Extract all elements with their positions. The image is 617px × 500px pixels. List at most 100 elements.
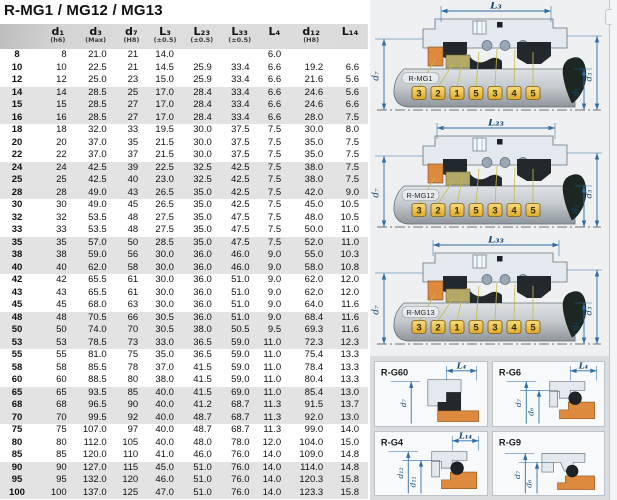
cell: 7.5	[267, 236, 282, 248]
cell: 32.0	[88, 124, 107, 135]
cell	[332, 49, 368, 62]
table-row: 58 58 85.5 78 37.0 41.5 59.0 11.0 78.4 13.3	[0, 362, 368, 375]
row-size-label: 35	[11, 236, 23, 248]
table-row: 48 48 70.5 66 30.5 36.0 51.0 9.0 68.4 11.6	[0, 311, 368, 324]
cell: 61	[127, 274, 139, 285]
cell: 127.0	[82, 461, 107, 473]
col-header-5: L₂₃ (±0.5)	[183, 24, 221, 49]
cell: 91.5	[304, 399, 324, 410]
callout-leader	[456, 291, 464, 322]
dimension-arrow	[437, 125, 444, 131]
dimension-arrow	[381, 220, 387, 227]
row-size-label: 60	[11, 374, 23, 385]
cell: 32	[56, 211, 67, 223]
cell: 11.3	[263, 411, 282, 423]
cell: 42.5	[88, 161, 107, 173]
dim-label-d3: d₃	[585, 189, 595, 198]
callout-number: 1	[454, 206, 460, 217]
col-header-label: d₁	[51, 25, 65, 38]
cell: 7.5	[267, 174, 282, 185]
scrollbar-strip[interactable]	[605, 0, 617, 500]
cell: 6.6	[267, 111, 282, 123]
cell: 11.6	[341, 324, 359, 335]
callout-leader	[513, 283, 516, 322]
cell: 35.0	[193, 224, 212, 235]
table-row: 25 25 42.5 40 23.0 32.5 42.5 7.5 38.0 7.5	[0, 174, 368, 187]
cell: 30.5	[155, 311, 174, 323]
cell: 27.5	[155, 211, 174, 223]
cell: 33.4	[231, 86, 250, 98]
dimension-arrow	[552, 242, 559, 248]
face-ring	[445, 288, 471, 303]
cell: 38.0	[155, 374, 174, 385]
cell: 45	[56, 299, 67, 310]
cell: 37.5	[231, 136, 250, 148]
cell: 40.0	[155, 386, 174, 398]
cell: 81.0	[88, 349, 107, 360]
row-size-label: 22	[11, 149, 23, 160]
row-size-label: 95	[11, 474, 23, 485]
row-size-label: 58	[11, 361, 23, 373]
cell: 70.5	[88, 311, 107, 323]
callout-box	[525, 86, 541, 100]
cell: 51.0	[193, 461, 212, 473]
cell: 40	[127, 174, 139, 185]
cell: 7.5	[345, 149, 359, 160]
cell: 41.2	[193, 399, 212, 410]
cell: 93.5	[88, 386, 107, 398]
cell: 14.0	[262, 449, 282, 460]
table-row: 33 33 53.5 48 27.5 35.0 47.5 7.5 50.0 11.0	[0, 224, 368, 237]
cell: 5.6	[345, 86, 359, 98]
callout-box	[411, 320, 427, 334]
cell: 12.0	[340, 286, 360, 298]
detail-dim-left: d₇	[399, 398, 408, 407]
cell: 46.0	[155, 474, 174, 485]
retainer	[517, 42, 551, 64]
dimension-arrow	[594, 36, 600, 43]
cell: 92.0	[304, 411, 324, 423]
table-row: 32 32 53.5 48 27.5 35.0 47.5 7.5 48.0 10.5	[0, 212, 368, 225]
cell: 48.7	[193, 411, 212, 423]
cell: 120.3	[299, 474, 324, 485]
callout-number: 1	[454, 89, 460, 100]
cell: 24.6	[304, 99, 324, 110]
table-row: 53 53 78.5 73 33.0 36.5 59.0 11.0 72.3 12.3	[0, 336, 368, 349]
cell: 17.0	[155, 111, 174, 123]
cell: 11.0	[341, 236, 359, 248]
row-size-label: 55	[11, 349, 23, 360]
cell: 20	[56, 136, 67, 148]
cell: 120	[122, 474, 139, 485]
cell: 78.0	[231, 436, 250, 448]
cell: 25	[56, 174, 67, 185]
diagram-name-label: R-MG1	[408, 74, 432, 83]
cell: 19.5	[155, 124, 174, 135]
table-row: 10 10 22.5 21 14.5 25.9 33.4 6.6 19.2 6.6	[0, 62, 368, 75]
col-header-note: (H8)	[303, 36, 320, 44]
cell: 104.0	[299, 436, 324, 448]
seal-table-body: 8 8 21.0 21 14.0 6.0 10 10 22.5 21 14.5 25.9 33.4 6.6…	[0, 49, 368, 499]
callout-number: 5	[530, 206, 536, 217]
cell: 7.5	[267, 186, 282, 198]
dim-label-left: d₇	[372, 305, 382, 315]
cell: 14.0	[262, 461, 282, 473]
col-header-label: L₁₄	[341, 25, 359, 38]
dimension-arrow	[534, 461, 539, 469]
cell: 53.5	[88, 211, 107, 223]
cell: 53.5	[88, 224, 107, 235]
o-ring	[565, 464, 578, 477]
detail-housing	[427, 379, 462, 407]
cell: 76.0	[231, 474, 250, 485]
callout-box	[468, 320, 484, 334]
cell: 80	[56, 436, 67, 448]
cell: 12.0	[262, 436, 282, 448]
cell: 35.0	[155, 349, 174, 360]
row-size-label: 25	[11, 174, 23, 185]
cell: 16	[56, 111, 67, 123]
col-header-note: (±0.5)	[228, 36, 252, 44]
cell: 97	[127, 424, 139, 435]
cell: 50	[127, 236, 139, 248]
cell: 49.0	[88, 186, 107, 198]
cell: 33.4	[231, 99, 250, 110]
cell: 59.0	[88, 249, 107, 260]
cell: 56	[127, 249, 139, 260]
